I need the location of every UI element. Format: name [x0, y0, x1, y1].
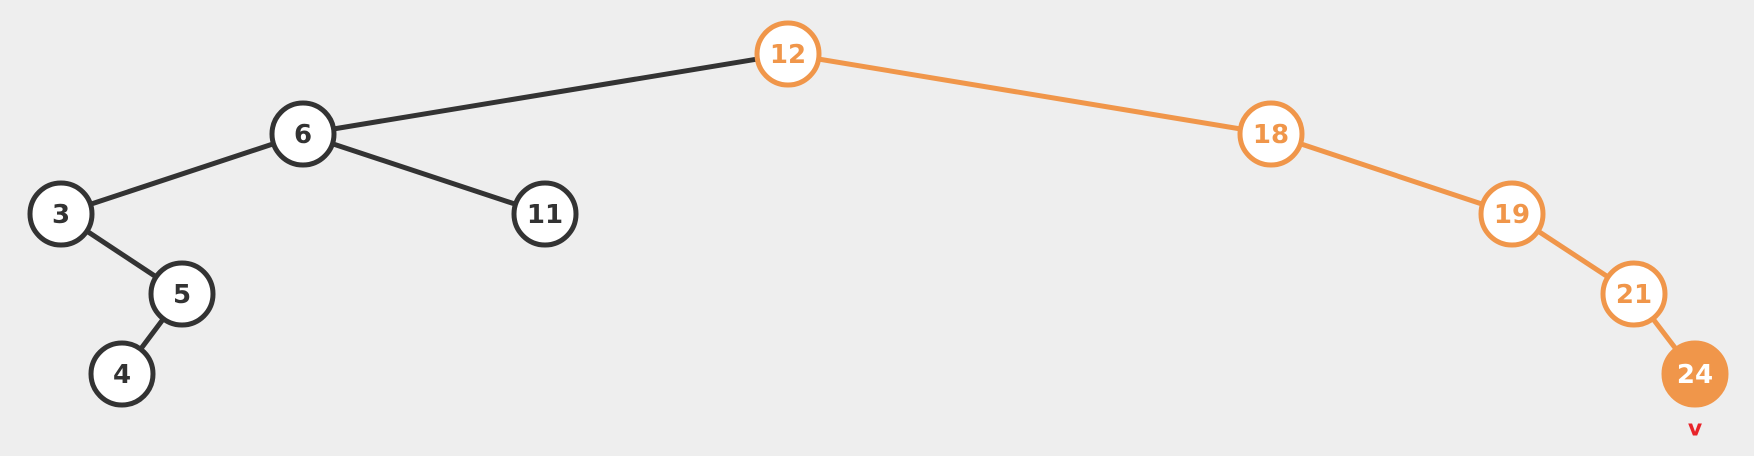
tree-node-n24: 24: [1661, 340, 1729, 408]
tree-node-n5: 5: [148, 260, 216, 328]
node-label: 18: [1253, 120, 1289, 150]
tree-node-n12: 12: [754, 20, 822, 88]
tree-node-n11: 11: [511, 180, 579, 248]
node-circle: [511, 180, 579, 248]
node-circle: [1600, 260, 1668, 328]
tree-node-n21: 21: [1600, 260, 1668, 328]
nodes-layer: 12 6 18 3 11 19 5 21 4 24: [27, 20, 1729, 408]
edge-n12-n18: [787, 51, 1272, 137]
current-node-marker: v: [1688, 417, 1703, 442]
node-label: 24: [1677, 360, 1713, 390]
tree-node-n19: 19: [1478, 180, 1546, 248]
node-circle: [88, 340, 156, 408]
tree-node-n3: 3: [27, 180, 95, 248]
edge-n12-n6: [302, 51, 789, 137]
edge-n18-n19: [1270, 131, 1513, 217]
node-label: 11: [527, 200, 563, 230]
node-circle: [1237, 100, 1305, 168]
node-circle: [1478, 180, 1546, 248]
node-circle: [27, 180, 95, 248]
tree-node-n6: 6: [269, 100, 337, 168]
node-label: 19: [1494, 200, 1530, 230]
node-label: 5: [173, 280, 191, 310]
node-circle: [1661, 340, 1729, 408]
tree-node-n4: 4: [88, 340, 156, 408]
node-label: 12: [770, 40, 806, 70]
node-label: 6: [294, 120, 312, 150]
edge-n6-n3: [60, 131, 304, 217]
node-label: 21: [1616, 280, 1652, 310]
marker-layer: v: [1688, 417, 1703, 442]
edge-n6-n11: [302, 131, 546, 217]
node-circle: [754, 20, 822, 88]
node-label: 4: [113, 360, 131, 390]
node-circle: [148, 260, 216, 328]
node-circle: [269, 100, 337, 168]
tree-node-n18: 18: [1237, 100, 1305, 168]
node-label: 3: [52, 200, 70, 230]
